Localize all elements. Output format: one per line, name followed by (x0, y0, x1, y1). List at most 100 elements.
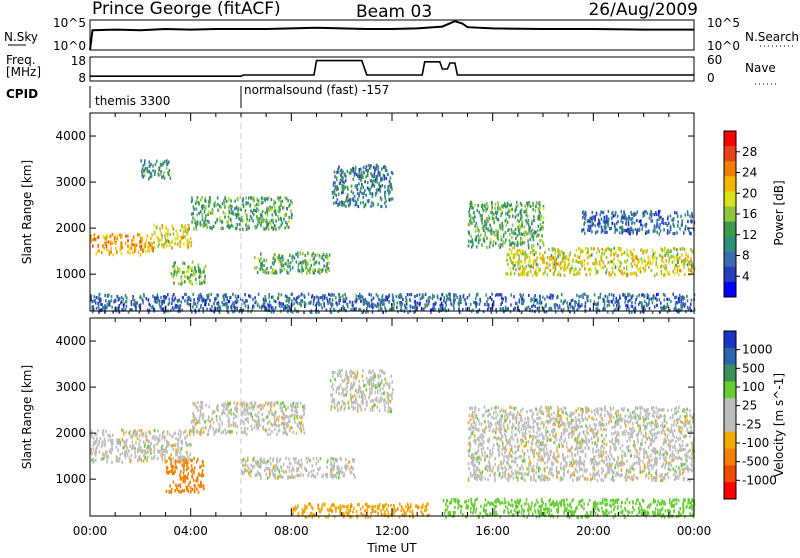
echo-cell (247, 427, 249, 430)
echo-cell (338, 466, 340, 469)
echo-cell (104, 304, 106, 307)
echo-cell (429, 296, 431, 299)
echo-cell (335, 474, 337, 477)
echo-cell (230, 208, 232, 211)
echo-cell (224, 216, 226, 219)
echo-cell (560, 274, 562, 277)
echo-cell (388, 300, 390, 303)
echo-cell (480, 234, 482, 237)
echo-cell (345, 300, 347, 303)
echo-cell (393, 307, 395, 310)
echo-cell (323, 259, 325, 262)
echo-cell (152, 249, 154, 252)
echo-cell (118, 442, 120, 445)
echo-cell (99, 300, 101, 303)
echo-cell (453, 307, 455, 310)
echo-cell (219, 427, 221, 430)
echo-cell (475, 236, 477, 239)
echo-region-7 (332, 164, 394, 209)
echo-cell (367, 310, 369, 313)
echo-cell (148, 242, 150, 245)
echo-cell (277, 477, 279, 480)
echo-cell (181, 225, 183, 228)
echo-cell (173, 308, 175, 311)
echo-cell (231, 430, 233, 433)
echo-cell (279, 459, 281, 462)
echo-cell (215, 204, 217, 207)
echo-cell (233, 417, 235, 420)
echo-cell (504, 241, 506, 244)
echo-cell (348, 204, 350, 207)
echo-cell (353, 199, 355, 202)
echo-cell (486, 300, 488, 303)
echo-cell (679, 265, 681, 268)
echo-cell (540, 218, 542, 221)
echo-cell (121, 296, 123, 299)
echo-cell (280, 200, 282, 203)
echo-cell (202, 417, 204, 420)
echo-cell (258, 422, 260, 425)
echo-cell (278, 218, 280, 221)
echo-cell (134, 250, 136, 253)
echo-cell (256, 414, 258, 417)
echo-cell (470, 235, 472, 238)
echo-cell (112, 242, 114, 245)
echo-cell (669, 231, 671, 234)
echo-cell (236, 307, 238, 310)
echo-cell (125, 444, 127, 447)
echo-cell (657, 224, 659, 227)
echo-cell (512, 224, 514, 227)
echo-cell (116, 307, 118, 310)
echo-cell (209, 196, 211, 199)
echo-cell (251, 402, 253, 405)
echo-cell (133, 238, 135, 241)
echo-cell (242, 411, 244, 414)
echo-cell (386, 169, 388, 172)
echo-cell (651, 255, 653, 258)
echo-cell (327, 299, 329, 302)
echo-cell (191, 220, 193, 223)
echo-cell (554, 252, 556, 255)
echo-cell (112, 253, 114, 256)
echo-cell (672, 232, 674, 235)
echo-cell (479, 211, 481, 214)
echo-cell (289, 254, 291, 257)
echo-cell (129, 247, 131, 250)
echo-cell (444, 296, 446, 299)
echo-cell (192, 305, 194, 308)
echo-cell (232, 293, 234, 296)
echo-cell (650, 297, 652, 300)
echo-cell (518, 213, 520, 216)
echo-cell (236, 404, 238, 407)
echo-cell (213, 421, 215, 424)
echo-cell (666, 270, 668, 273)
echo-cell (147, 456, 149, 459)
echo-cell (548, 248, 550, 251)
echo-cell (287, 265, 289, 268)
echo-cell (261, 261, 263, 264)
echo-cell (501, 293, 503, 296)
echo-cell (536, 235, 538, 238)
echo-cell (108, 303, 110, 306)
echo-cell (176, 273, 178, 276)
echo-cell (332, 293, 334, 296)
echo-cell (171, 275, 173, 278)
echo-cell (156, 300, 158, 303)
echo-region-1 (90, 233, 154, 257)
echo-cell (142, 301, 144, 304)
echo-cell (539, 268, 541, 271)
echo-cell (621, 270, 623, 273)
echo-cell (631, 301, 633, 304)
echo-cell (578, 247, 580, 250)
echo-cell (597, 302, 599, 305)
echo-cell (625, 296, 627, 299)
echo-cell (242, 299, 244, 302)
echo-cell (603, 266, 605, 269)
echo-cell (597, 223, 599, 226)
echo-cell (659, 223, 661, 226)
echo-cell (175, 453, 177, 456)
echo-cell (146, 435, 148, 438)
echo-cell (279, 301, 281, 304)
echo-cell (178, 299, 180, 302)
echo-cell (635, 301, 637, 304)
